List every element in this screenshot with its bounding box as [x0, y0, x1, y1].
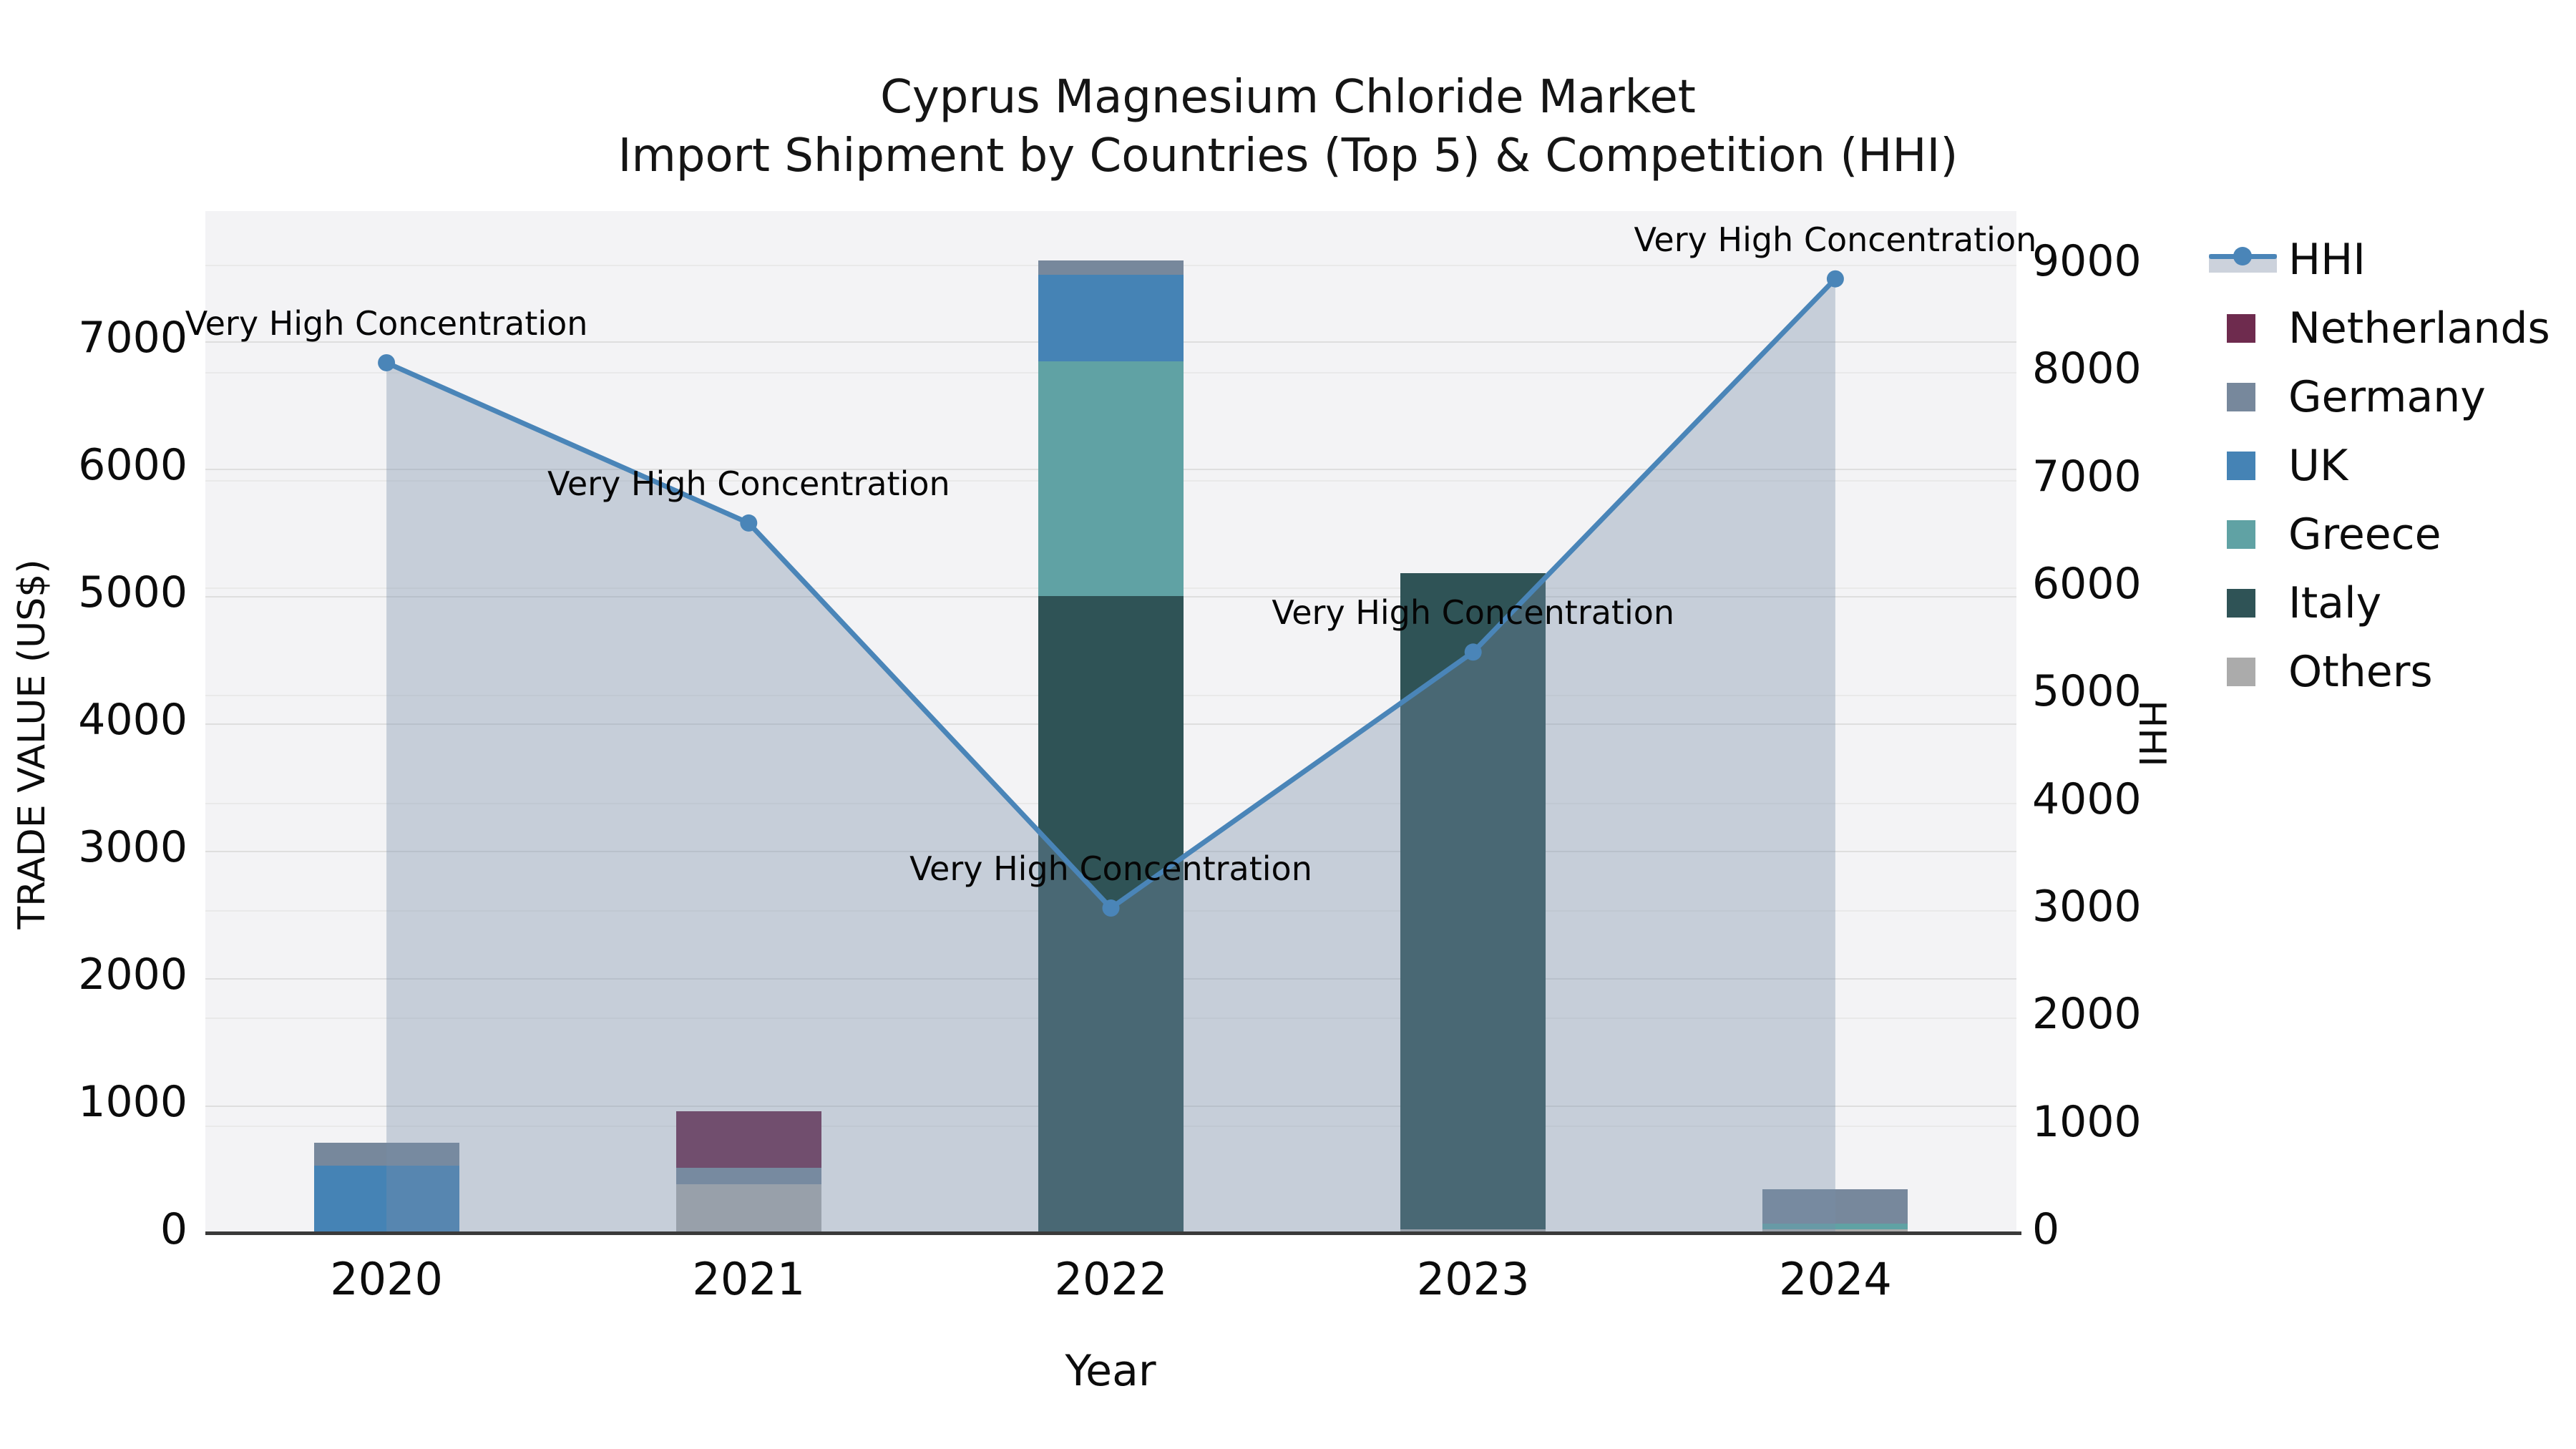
bar-segment-uk-2022 [1038, 275, 1184, 362]
annotation-2021: Very High Concentration [547, 464, 950, 503]
hhi-line-layer [378, 270, 1844, 1233]
legend-label-netherlands: Netherlands [2288, 303, 2550, 353]
annotation-2023: Very High Concentration [1272, 593, 1675, 633]
tick-right-5000: 5000 [2032, 666, 2142, 717]
legend: HHI Netherlands Germany UK Greece Italy Others [2207, 235, 2550, 725]
legend-swatch-greece [2227, 520, 2255, 549]
tick-left-1000: 1000 [78, 1076, 187, 1127]
tick-right-0: 0 [2032, 1204, 2060, 1254]
tick-right-9000: 9000 [2032, 236, 2142, 287]
tick-left-7000: 7000 [78, 312, 187, 363]
bar-segment-others-2021 [675, 1184, 821, 1233]
annotation-2020: Very High Concentration [185, 303, 588, 343]
tick-left-6000: 6000 [78, 439, 187, 490]
legend-sample-uk [2207, 450, 2288, 482]
tick-x-2023: 2023 [1416, 1253, 1530, 1305]
bar-segment-others-2023 [1400, 1229, 1546, 1233]
hhi-marker-2021 [740, 514, 758, 532]
legend-item-uk: UK [2207, 441, 2550, 491]
annotation-2024: Very High Concentration [1634, 220, 2037, 259]
legend-sample-germany [2207, 381, 2288, 413]
bar-segment-germany-2020 [313, 1142, 459, 1166]
bar-segment-germany-2024 [1762, 1189, 1908, 1224]
legend-item-greece: Greece [2207, 509, 2550, 560]
tick-right-8000: 8000 [2032, 343, 2142, 394]
bar-segment-germany-2021 [675, 1168, 821, 1185]
chart-title-line2: Import Shipment by Countries (Top 5) & C… [618, 130, 1958, 182]
legend-label-uk: UK [2288, 441, 2348, 491]
hhi-marker-icon [2233, 247, 2252, 265]
legend-label-hhi: HHI [2288, 235, 2366, 285]
legend-label-others: Others [2288, 647, 2433, 697]
legend-swatch-netherlands [2227, 314, 2255, 343]
tick-right-2000: 2000 [2032, 989, 2142, 1040]
plot-area [205, 211, 2016, 1233]
hhi-marker-2023 [1464, 643, 1482, 661]
bar-segment-italy-2023 [1400, 572, 1546, 1229]
tick-left-0: 0 [160, 1204, 187, 1254]
tick-left-2000: 2000 [78, 949, 187, 1000]
bar-segment-germany-2022 [1038, 260, 1184, 275]
tick-right-7000: 7000 [2032, 451, 2142, 502]
bar-segment-greece-2024 [1762, 1223, 1908, 1229]
legend-sample-hhi [2207, 244, 2288, 275]
bar-segment-greece-2022 [1038, 361, 1184, 596]
tick-right-3000: 3000 [2032, 882, 2142, 932]
hhi-marker-2020 [378, 353, 396, 371]
tick-left-4000: 4000 [78, 694, 187, 745]
legend-item-netherlands: Netherlands [2207, 303, 2550, 353]
hhi-area-fill [386, 278, 1835, 1233]
tick-right-1000: 1000 [2032, 1096, 2142, 1147]
legend-sample-others [2207, 656, 2288, 688]
x-axis-label: Year [1065, 1346, 1156, 1396]
tick-left-5000: 5000 [78, 567, 187, 618]
legend-item-italy: Italy [2207, 578, 2550, 628]
annotation-2022: Very High Concentration [909, 849, 1312, 889]
chart-title: Cyprus Magnesium Chloride Market Import … [0, 68, 2576, 185]
hhi-marker-2022 [1102, 899, 1120, 917]
bar-segment-others-2024 [1762, 1229, 1908, 1233]
legend-sample-greece [2207, 519, 2288, 550]
tick-right-6000: 6000 [2032, 559, 2142, 610]
legend-label-italy: Italy [2288, 578, 2382, 628]
legend-item-others: Others [2207, 647, 2550, 697]
bar-segment-netherlands-2021 [675, 1111, 821, 1169]
legend-swatch-italy [2227, 589, 2255, 618]
legend-swatch-germany [2227, 383, 2255, 411]
legend-sample-italy [2207, 587, 2288, 619]
bar-segment-uk-2020 [313, 1165, 459, 1233]
tick-x-2022: 2022 [1054, 1253, 1168, 1305]
legend-label-greece: Greece [2288, 509, 2441, 560]
legend-sample-netherlands [2207, 313, 2288, 344]
chart-title-line1: Cyprus Magnesium Chloride Market [880, 71, 1696, 124]
tick-x-2020: 2020 [330, 1253, 443, 1305]
tick-right-4000: 4000 [2032, 774, 2142, 824]
legend-swatch-others [2227, 658, 2255, 686]
x-axis-line [205, 1231, 2021, 1235]
legend-item-germany: Germany [2207, 372, 2550, 422]
legend-swatch-uk [2227, 452, 2255, 480]
legend-label-germany: Germany [2288, 372, 2486, 422]
hhi-marker-2024 [1826, 270, 1844, 288]
tick-x-2024: 2024 [1778, 1253, 1892, 1305]
tick-x-2021: 2021 [692, 1253, 806, 1305]
tick-left-3000: 3000 [78, 821, 187, 872]
legend-item-hhi: HHI [2207, 235, 2550, 285]
